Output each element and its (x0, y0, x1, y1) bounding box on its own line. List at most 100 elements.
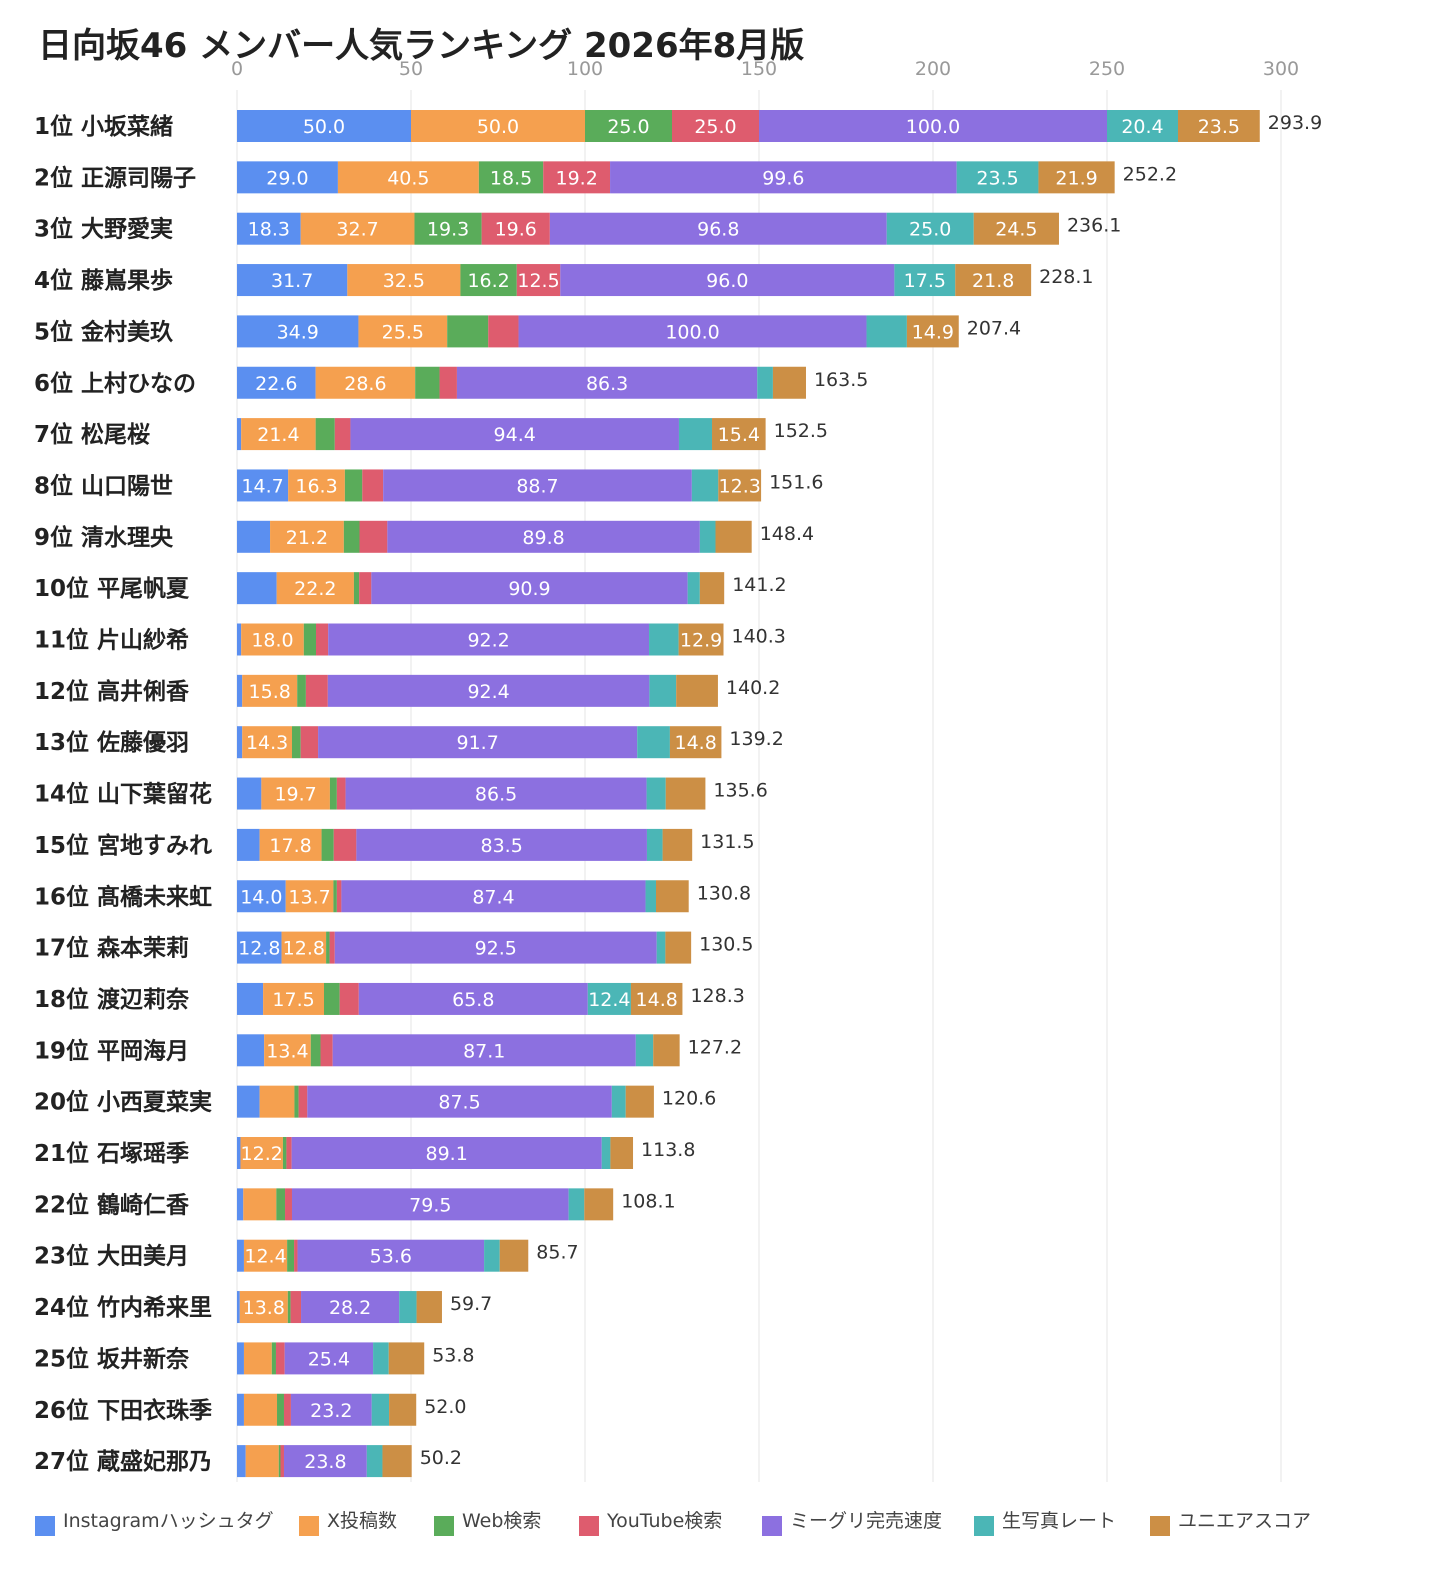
bar-segment (699, 572, 725, 605)
bar-segment (294, 1239, 298, 1272)
segment-value-label: 20.4 (1121, 116, 1163, 138)
bar-segment (712, 418, 766, 451)
total-value-label: 151.6 (769, 471, 823, 493)
bar-segment (382, 1445, 412, 1478)
bar-segment (237, 982, 264, 1015)
segment-value-label: 14.7 (241, 475, 283, 497)
bar-row: 31.7 32.5 16.2 12.5 96.0 17.5 21.8 228.1 (237, 264, 1094, 297)
legend-item: Web検索 (434, 1510, 541, 1536)
bar-row: 14.7 16.3 88.7 12.3 151.6 (237, 469, 823, 502)
segment-value-label: 87.1 (463, 1040, 505, 1062)
bar-segment (387, 520, 700, 553)
total-value-label: 140.3 (732, 626, 786, 648)
legend-item: X投稿数 (299, 1510, 397, 1536)
bar-segment (560, 264, 895, 297)
bar-segment (307, 1085, 612, 1118)
legend-swatch (974, 1516, 994, 1536)
legend-label: Web検索 (462, 1510, 541, 1532)
bar-segment (237, 469, 289, 502)
bar-row: 14.3 91.7 14.8 139.2 (237, 726, 784, 759)
bar-row: 21.2 89.8 148.4 (237, 520, 814, 553)
bars: 50.0 50.0 25.0 25.0 100.0 20.4 23.5 293.9 29.0 40… (237, 110, 1322, 1478)
bar-segment (456, 366, 758, 399)
bar-segment (672, 110, 759, 142)
segment-value-label: 96.8 (697, 219, 739, 241)
bar-segment (358, 315, 448, 348)
segment-value-label: 17.5 (272, 989, 314, 1011)
bar-segment (243, 1188, 277, 1221)
bar-segment (333, 828, 357, 861)
bar-segment (359, 520, 388, 553)
category-label: 17位 森本茉莉 (34, 935, 189, 962)
bar-segment (237, 1342, 244, 1375)
bar-segment (549, 212, 887, 245)
bar-segment (601, 1137, 611, 1169)
category-label: 21位 石塚瑶季 (34, 1140, 189, 1167)
segment-value-label: 53.6 (370, 1246, 412, 1268)
bar-segment (282, 1137, 287, 1169)
segment-value-label: 12.4 (588, 989, 630, 1011)
total-value-label: 130.8 (697, 882, 751, 904)
bar-segment (499, 1239, 529, 1272)
total-value-label: 293.9 (1268, 112, 1322, 134)
bar-segment (283, 1445, 367, 1478)
bar-segment (687, 572, 700, 605)
bar-row: 23.2 52.0 (237, 1393, 467, 1426)
bar-segment (237, 1085, 260, 1118)
segment-value-label: 89.8 (522, 527, 564, 549)
total-value-label: 59.7 (450, 1293, 492, 1315)
total-value-label: 120.6 (662, 1088, 716, 1110)
category-label: 22位 鶴崎仁香 (34, 1191, 190, 1218)
total-value-label: 148.4 (760, 523, 814, 545)
bar-segment (332, 1034, 636, 1067)
total-value-label: 140.2 (726, 677, 780, 699)
category-label: 27位 蔵盛妃那乃 (34, 1448, 212, 1475)
segment-value-label: 14.3 (246, 732, 288, 754)
bar-segment (656, 931, 666, 964)
legend-label: 生写真レート (1002, 1510, 1116, 1532)
legend-item: YouTube検索 (579, 1510, 722, 1536)
bar-segment (715, 520, 752, 553)
bar-segment (383, 469, 692, 502)
bar-segment (366, 1445, 383, 1478)
total-value-label: 52.0 (424, 1396, 466, 1418)
legend-label: Instagramハッシュタグ (63, 1510, 274, 1532)
category-label: 16位 髙橋未来虹 (34, 883, 212, 910)
segment-value-label: 21.8 (972, 270, 1014, 292)
segment-value-label: 40.5 (387, 167, 429, 189)
legend-label: ミーグリ完売速度 (790, 1510, 942, 1532)
bar-segment (237, 1034, 265, 1067)
segment-value-label: 23.8 (304, 1451, 346, 1473)
segment-value-label: 24.5 (995, 219, 1037, 241)
bar-segment (358, 982, 588, 1015)
bar-row: 22.6 28.6 86.3 163.5 (237, 366, 868, 399)
bar-segment (411, 110, 585, 142)
bar-segment (416, 1291, 442, 1324)
segment-value-label: 22.2 (294, 578, 336, 600)
legend-swatch (1150, 1516, 1170, 1536)
bar-segment (237, 1393, 244, 1426)
segment-value-label: 19.2 (555, 167, 597, 189)
bar-segment (271, 1342, 276, 1375)
bar-segment (291, 726, 301, 759)
segment-value-label: 87.4 (472, 886, 514, 908)
segment-value-label: 13.4 (266, 1040, 308, 1062)
bar-segment (297, 674, 306, 707)
bar-segment (343, 520, 360, 553)
segment-value-label: 12.2 (241, 1143, 283, 1165)
total-value-label: 152.5 (774, 420, 828, 442)
segment-value-label: 88.7 (516, 475, 558, 497)
bar-segment (237, 931, 282, 964)
segment-value-label: 100.0 (906, 116, 960, 138)
category-label: 6位 上村ひなの (34, 370, 196, 397)
bar-segment (242, 726, 292, 759)
bar-segment (665, 931, 692, 964)
total-value-label: 113.8 (641, 1139, 695, 1161)
category-label: 18位 渡辺莉奈 (34, 986, 190, 1013)
category-label: 19位 平岡海月 (34, 1037, 189, 1064)
segment-value-label: 12.4 (244, 1246, 286, 1268)
segment-value-label: 14.8 (675, 732, 717, 754)
bar-segment (362, 469, 384, 502)
bar-segment (665, 777, 706, 810)
